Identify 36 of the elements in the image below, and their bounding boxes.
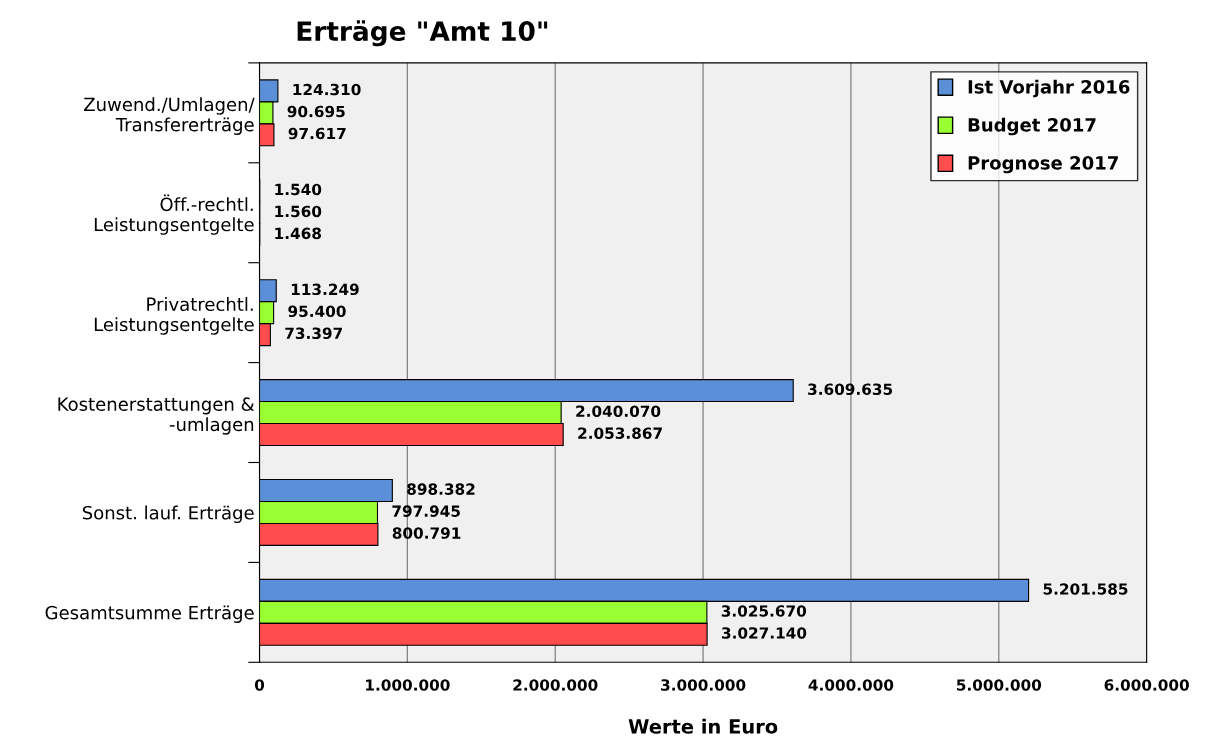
data-label: 2.053.867 bbox=[578, 427, 662, 439]
x-tick-label: 6.000.000 bbox=[1104, 679, 1189, 691]
data-label: 1.540 bbox=[275, 183, 322, 196]
y-tick-label: Sonst. lauf. Erträge bbox=[82, 505, 254, 524]
data-label: 898.382 bbox=[407, 483, 475, 495]
data-label: 5.201.585 bbox=[1043, 583, 1128, 595]
data-label: 3.609.635 bbox=[808, 383, 893, 395]
x-tick-label: 2.000.000 bbox=[513, 679, 598, 691]
data-label: 95.400 bbox=[288, 305, 346, 318]
data-label: 124.310 bbox=[293, 83, 361, 96]
data-label: 113.249 bbox=[291, 283, 359, 296]
data-label: 800.791 bbox=[392, 527, 461, 539]
x-tick-label: 4.000.000 bbox=[808, 679, 894, 691]
legend-label: Budget 2017 bbox=[968, 117, 1096, 136]
y-tick-label: Kostenerstattungen & -umlagen bbox=[58, 397, 255, 435]
chart-title: Erträge "Amt 10" bbox=[297, 20, 548, 47]
data-label: 97.617 bbox=[288, 127, 346, 140]
data-label: 2.040.070 bbox=[576, 405, 661, 417]
x-tick-label: 5.000.000 bbox=[956, 679, 1042, 691]
data-label: 3.027.140 bbox=[722, 627, 807, 639]
legend-label: Prognose 2017 bbox=[968, 156, 1118, 174]
x-tick-label: 0 bbox=[254, 679, 265, 691]
data-label: 73.397 bbox=[285, 327, 342, 340]
data-label: 797.945 bbox=[392, 505, 460, 517]
y-tick-label: Privatrechtl. Leistungsentgelte bbox=[94, 297, 254, 335]
data-label: 90.695 bbox=[287, 105, 345, 118]
data-label: 1.468 bbox=[275, 227, 321, 240]
x-tick-label: 3.000.000 bbox=[661, 679, 746, 691]
y-tick-label: Gesamtsumme Erträge bbox=[45, 605, 254, 623]
legend-label: Ist Vorjahr 2016 bbox=[968, 79, 1130, 98]
data-label: 1.560 bbox=[275, 205, 322, 218]
y-tick-label: Zuwend./Umlagen/ Transfererträge bbox=[84, 97, 255, 135]
x-tick-label: 1.000.000 bbox=[366, 679, 450, 691]
x-axis-title: Werte in Euro bbox=[628, 718, 778, 734]
y-tick-label: Öff.-rechtl. Leistungsentgelte bbox=[94, 194, 254, 235]
data-label: 3.025.670 bbox=[721, 605, 807, 617]
